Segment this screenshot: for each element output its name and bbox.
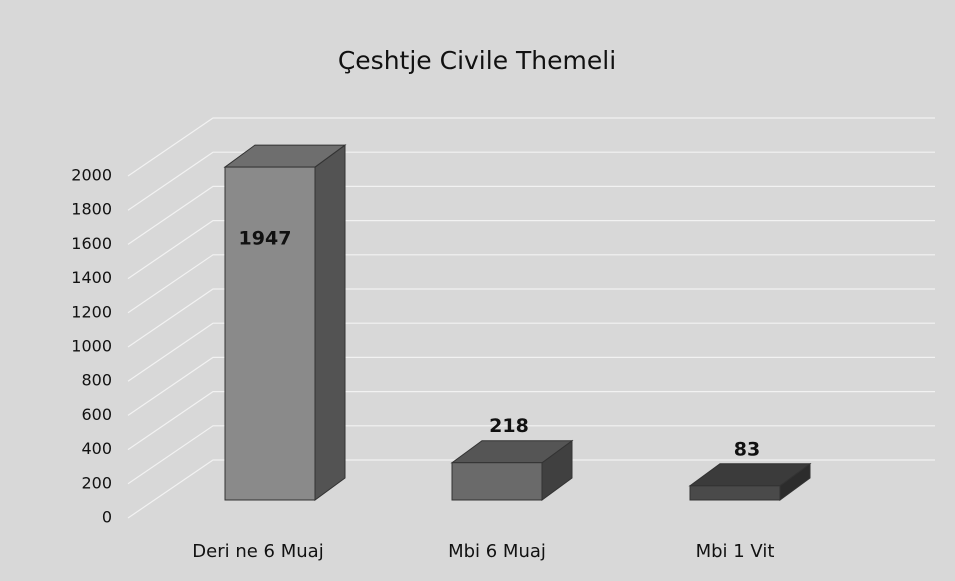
y-tick-label: 200 — [81, 473, 112, 492]
y-tick-label: 1800 — [71, 200, 112, 219]
chart-title: Çeshtje Civile Themeli — [338, 46, 616, 75]
y-tick-label: 400 — [81, 439, 112, 458]
x-tick-label: Deri ne 6 Muaj — [192, 541, 323, 562]
y-tick-label: 600 — [81, 405, 112, 424]
grid-line — [127, 391, 935, 451]
grid-line — [127, 254, 935, 314]
grid-line — [127, 425, 935, 485]
data-label: 1947 — [239, 228, 292, 250]
y-tick-label: 1400 — [71, 268, 112, 287]
grid-line — [127, 288, 935, 348]
x-tick-label: Mbi 1 Vit — [696, 541, 775, 562]
bar — [224, 166, 316, 501]
bar-side — [314, 144, 346, 501]
grid-line — [127, 185, 935, 245]
grid-line — [127, 220, 935, 280]
y-tick-label: 0 — [102, 508, 112, 527]
data-label: 218 — [489, 415, 529, 437]
bar — [689, 485, 781, 501]
data-label: 83 — [734, 438, 760, 460]
y-tick-label: 1200 — [71, 302, 112, 321]
y-tick-label: 1600 — [71, 234, 112, 253]
grid-line — [127, 117, 935, 177]
y-tick-label: 1000 — [71, 337, 112, 356]
y-tick-label: 2000 — [71, 166, 112, 185]
grid-line — [127, 356, 935, 416]
grid-line — [127, 151, 935, 211]
grid-line — [127, 322, 935, 382]
grid-line — [127, 459, 935, 519]
y-tick-label: 800 — [81, 371, 112, 390]
x-tick-label: Mbi 6 Muaj — [448, 541, 546, 562]
bar — [451, 462, 543, 501]
